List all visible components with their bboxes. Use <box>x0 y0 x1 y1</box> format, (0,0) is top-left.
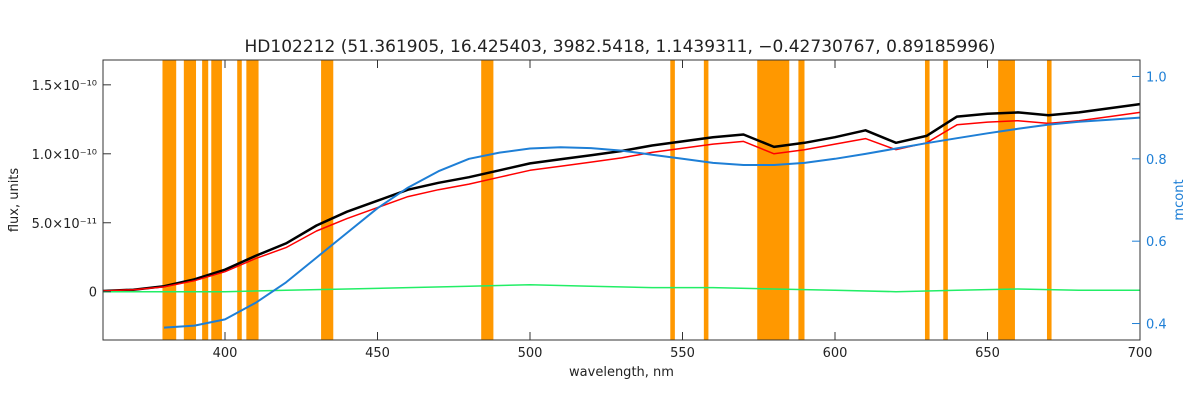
series-group <box>102 102 1141 329</box>
masked-region-13 <box>943 60 948 340</box>
masked-region-2 <box>202 60 209 340</box>
masked-region-14 <box>998 60 1015 340</box>
masked-region-5 <box>246 60 259 340</box>
x-tick-label-2: 500 <box>518 346 543 361</box>
y2-tick-label-2: 0.8 <box>1146 153 1167 168</box>
x-tick-label-0: 400 <box>213 346 238 361</box>
y-tick-label-1: 5.0×10⁻¹¹ <box>32 217 97 232</box>
masked-regions <box>162 60 1052 340</box>
masked-region-1 <box>183 60 197 340</box>
x-axis-label: wavelength, nm <box>569 365 674 380</box>
series-continuum-line <box>163 116 1141 329</box>
x-tick-label-6: 700 <box>1128 346 1153 361</box>
chart-title: HD102212 (51.361905, 16.425403, 3982.541… <box>245 37 996 57</box>
masked-region-6 <box>321 60 334 340</box>
masked-region-7 <box>481 60 494 340</box>
series-model-line <box>102 111 1141 292</box>
masked-region-12 <box>924 60 930 340</box>
masked-region-9 <box>703 60 709 340</box>
y-axis-left: 0 5.0×10⁻¹¹ 1.0×10⁻¹⁰ 1.5×10⁻¹⁰ <box>32 79 111 301</box>
y-tick-label-2: 1.0×10⁻¹⁰ <box>32 148 97 163</box>
masked-region-8 <box>670 60 675 340</box>
x-tick-label-1: 450 <box>365 346 390 361</box>
masked-region-11 <box>798 60 805 340</box>
masked-region-10 <box>757 60 790 340</box>
masked-region-3 <box>211 60 222 340</box>
y2-tick-label-0: 0.4 <box>1146 318 1167 333</box>
masked-region-4 <box>237 60 242 340</box>
y-tick-label-3: 1.5×10⁻¹⁰ <box>32 79 97 94</box>
x-tick-label-3: 550 <box>670 346 695 361</box>
series-residual-line <box>103 284 1140 293</box>
x-axis: 400 450 500 550 600 650 700 <box>213 60 1153 361</box>
y2-tick-label-1: 0.6 <box>1146 235 1167 250</box>
plot-frame <box>102 59 1141 341</box>
masked-region-0 <box>162 60 177 340</box>
x-tick-label-5: 650 <box>975 346 1000 361</box>
y2-axis-label: mcont <box>1172 179 1187 220</box>
y2-tick-label-3: 1.0 <box>1146 70 1167 85</box>
x-tick-label-4: 600 <box>823 346 848 361</box>
y-axis-label: flux, units <box>7 168 22 233</box>
y-tick-label-0: 0 <box>89 286 97 301</box>
masked-region-15 <box>1046 60 1052 340</box>
y-axis-right: 0.4 0.6 0.8 1.0 <box>1132 70 1167 333</box>
